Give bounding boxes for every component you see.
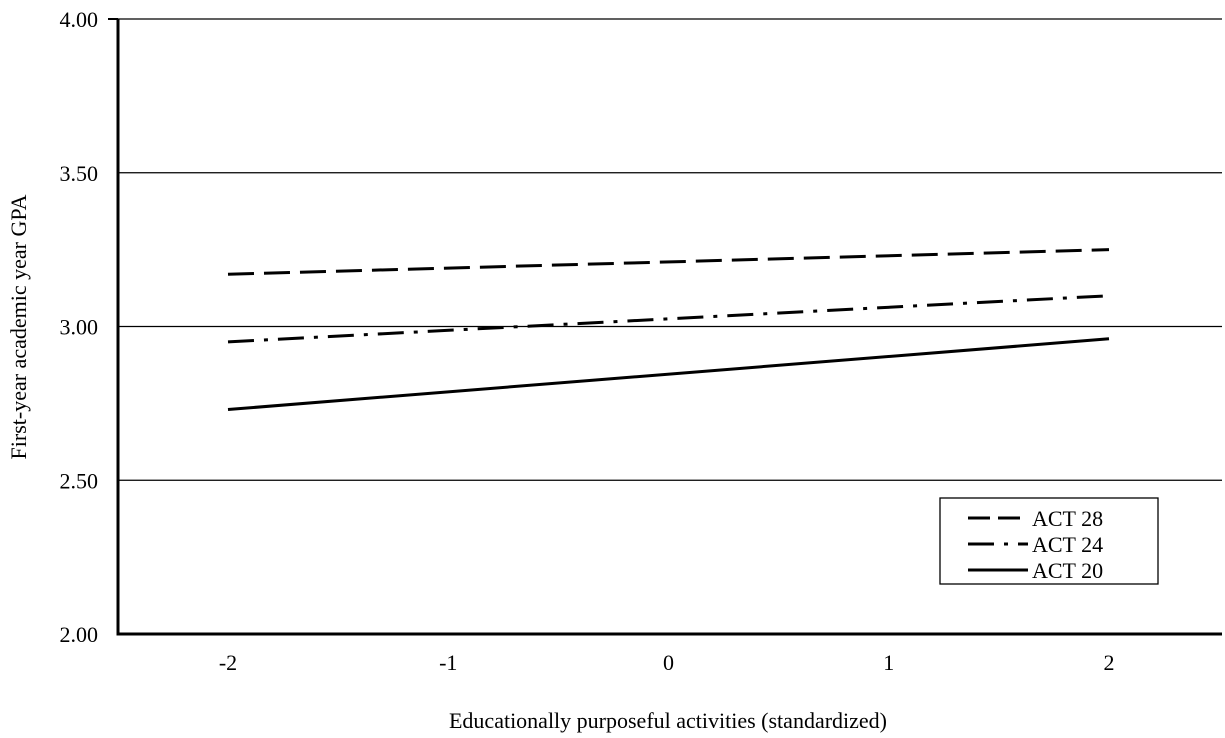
y-tick-label: 3.50 xyxy=(60,161,99,186)
x-axis-title: Educationally purposeful activities (sta… xyxy=(449,708,887,733)
x-tick-label: 0 xyxy=(663,650,674,675)
y-tick-label: 4.00 xyxy=(60,7,99,32)
x-tick-label: -2 xyxy=(219,650,237,675)
legend-label: ACT 24 xyxy=(1032,532,1103,557)
legend-label: ACT 20 xyxy=(1032,558,1103,583)
y-tick-label: 2.00 xyxy=(60,622,99,647)
axes xyxy=(108,18,1222,636)
y-axis-title: First-year academic year GPA xyxy=(6,194,31,459)
series-line-act-28 xyxy=(227,248,1110,276)
series-line-act-20 xyxy=(227,337,1110,412)
legend-label: ACT 28 xyxy=(1032,506,1103,531)
gridlines xyxy=(118,18,1222,481)
series-line-act-24 xyxy=(227,294,1110,344)
series-lines xyxy=(227,248,1110,412)
x-tick-label: 2 xyxy=(1104,650,1115,675)
y-tick-labels: 2.00 2.50 3.00 3.50 4.00 xyxy=(60,7,99,647)
x-tick-label: 1 xyxy=(883,650,894,675)
x-tick-labels: -2 -1 0 1 2 xyxy=(219,650,1115,675)
x-tick-label: -1 xyxy=(439,650,457,675)
y-tick-label: 3.00 xyxy=(60,315,99,340)
y-tick-label: 2.50 xyxy=(60,468,99,493)
